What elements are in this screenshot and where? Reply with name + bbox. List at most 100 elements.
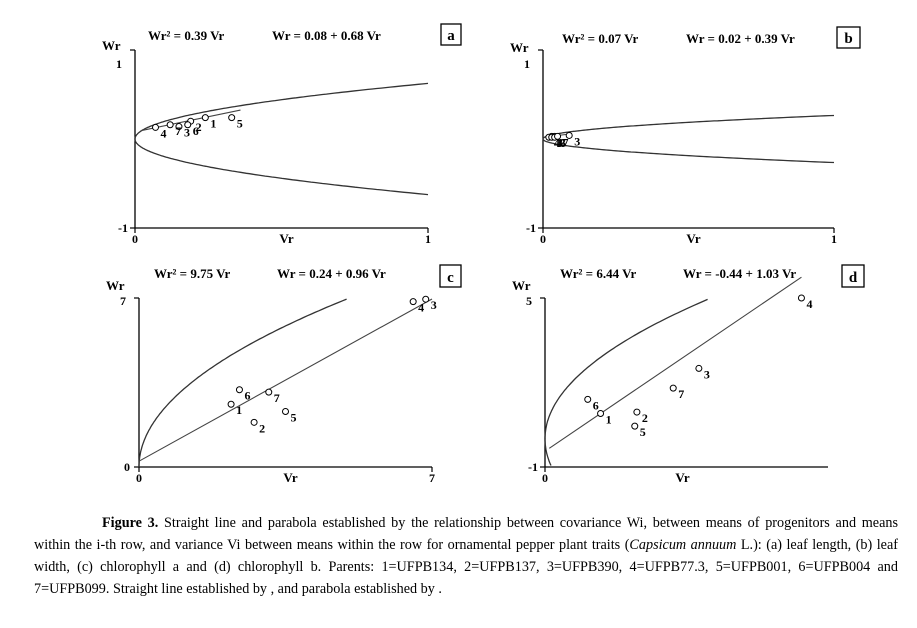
point-label: 4 <box>418 301 424 315</box>
panel-letter-box <box>440 23 462 46</box>
panel-d: Wr Vr 5 -1 0 Wr² = 6.44 Vr Wr = -0.44 + 1.03 V… <box>512 264 865 485</box>
caption-text-2: L.): (a) leaf length, (b) leaf width, (c… <box>34 537 898 597</box>
parabola-equation: Wr² = 0.07 Vr <box>562 31 639 46</box>
y-axis-label: Wr <box>512 278 531 293</box>
point-label: 7 <box>175 124 181 138</box>
caption-text-1: Straight line and parabola established b… <box>34 515 898 553</box>
data-point <box>633 408 641 416</box>
point-label: 2 <box>259 421 265 435</box>
point-label: 6 <box>244 389 250 403</box>
x-tick-label-max: 7 <box>429 471 435 485</box>
y-tick-label-max: 1 <box>116 57 122 71</box>
data-point <box>184 121 192 129</box>
panel-b: Wr Vr 1 -1 0 1 Wr² = 0.07 Vr Wr = 0.02 + 0.39 V… <box>510 26 861 246</box>
line-equation: Wr = 0.02 + 0.39 Vr <box>686 31 795 46</box>
data-point <box>235 386 243 394</box>
parabola-lower <box>542 138 835 164</box>
point-label: 4 <box>806 297 812 311</box>
regression-line <box>548 276 802 449</box>
line-equation: Wr = -0.44 + 1.03 Vr <box>683 266 796 281</box>
parabola-equation: Wr² = 0.39 Vr <box>148 28 225 43</box>
data-point <box>422 295 430 303</box>
point-label: 3 <box>704 367 710 381</box>
point-label: 5 <box>557 136 563 150</box>
y-tick-label-min: -1 <box>118 221 128 235</box>
x-axis-label: Vr <box>686 231 700 246</box>
x-tick-label-min: 0 <box>540 232 546 246</box>
point-label: 1 <box>557 135 563 149</box>
parabola-upper <box>542 114 835 140</box>
point-label: 2 <box>560 135 566 149</box>
parabola-upper <box>544 298 708 439</box>
line-equation: Wr = 0.08 + 0.68 Vr <box>272 28 381 43</box>
point-label: 3 <box>184 126 190 140</box>
parabola-lower <box>134 139 429 196</box>
point-label: 6 <box>560 136 566 150</box>
data-point <box>409 298 417 306</box>
data-point <box>282 407 289 415</box>
point-label: 2 <box>196 120 202 134</box>
point-label: 6 <box>193 124 199 138</box>
point-label: 4 <box>554 136 560 150</box>
line-equation: Wr = 0.24 + 0.96 Vr <box>277 266 386 281</box>
panel-c: Wr Vr 7 00 7 Wr² = 9.75 Vr Wr = 0.24 + 0.96 Vr… <box>106 264 462 485</box>
caption-species: Capsicum annuum <box>629 537 737 553</box>
panel-letter-box <box>841 264 865 288</box>
data-point <box>227 400 235 408</box>
point-label: 1 <box>606 412 612 426</box>
data-point <box>565 131 573 139</box>
figure-caption: Figure 3. Straight line and parabola est… <box>34 512 898 600</box>
y-tick-label-max: 5 <box>526 294 532 308</box>
parabola-equation: Wr² = 9.75 Vr <box>154 266 231 281</box>
panel-a: Wr Vr 1 -1 0 1 Wr² = 0.39 Vr Wr = 0.08 + 0.68 V… <box>102 23 462 246</box>
y-axis-label: Wr <box>106 278 125 293</box>
panel-letter: d <box>849 270 858 286</box>
data-point <box>152 123 160 131</box>
data-point <box>228 114 236 122</box>
point-label: 3 <box>431 298 437 312</box>
parabola-equation: Wr² = 6.44 Vr <box>560 266 637 281</box>
x-axis-label: Vr <box>279 231 293 246</box>
x-tick-label-max: 1 <box>425 232 431 246</box>
data-point <box>797 294 805 302</box>
point-label: 5 <box>291 410 297 424</box>
x-axis-label: Vr <box>283 470 297 485</box>
parabola-lower <box>544 438 552 466</box>
data-point <box>669 384 677 392</box>
point-label: 7 <box>274 391 280 405</box>
panel-letter: b <box>844 31 852 47</box>
regression-line <box>138 298 433 462</box>
data-point <box>250 418 258 426</box>
point-label: 6 <box>593 398 599 412</box>
point-label: 4 <box>161 126 167 140</box>
data-point <box>265 388 273 396</box>
data-point <box>166 121 174 129</box>
caption-label: Figure 3. <box>102 515 159 531</box>
point-label: 5 <box>237 117 243 131</box>
data-point <box>201 114 209 122</box>
x-axis-label: Vr <box>675 470 689 485</box>
point-label: 7 <box>563 135 569 149</box>
y-tick-label-min: -1 <box>526 221 536 235</box>
data-point <box>597 409 605 417</box>
point-label: 7 <box>678 387 684 401</box>
figure-3-panels: Wr Vr 1 -1 0 1 Wr² = 0.39 Vr Wr = 0.08 + 0.68 V… <box>102 23 865 485</box>
point-label: 1 <box>210 117 216 131</box>
x-tick-label-max: 1 <box>831 232 837 246</box>
point-label: 1 <box>236 403 242 417</box>
y-tick-label-min: 0 <box>124 460 130 474</box>
panel-letter-box <box>836 26 861 49</box>
y-axis-label: Wr <box>102 38 121 53</box>
data-point <box>554 132 562 140</box>
y-axis-label: Wr <box>510 40 529 55</box>
y-tick-label-min: -1 <box>528 460 538 474</box>
panel-letter-box <box>439 264 462 288</box>
x-tick-label-min: 0 <box>542 471 548 485</box>
panel-letter: a <box>447 28 455 44</box>
y-tick-label-max: 1 <box>524 57 530 71</box>
y-tick-label-max: 7 <box>120 294 126 308</box>
point-label: 5 <box>640 425 646 439</box>
data-point <box>631 422 639 430</box>
x-tick-label-min: 0 <box>132 232 138 246</box>
data-point <box>175 123 183 131</box>
